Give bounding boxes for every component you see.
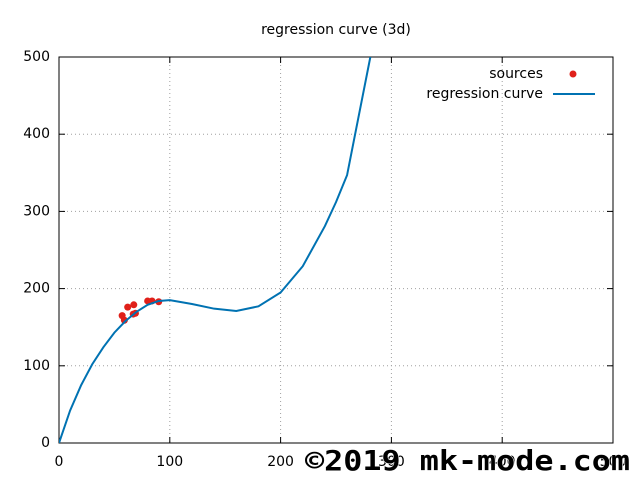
x-tick-label: 200 — [267, 454, 294, 470]
watermark: ©2019 mk-mode.com — [305, 444, 630, 477]
x-tick-label: 500 — [600, 454, 627, 470]
regression-line — [59, 57, 372, 443]
y-tick-label: 400 — [23, 126, 50, 142]
data-point — [124, 303, 132, 311]
y-tick-label: 0 — [41, 435, 50, 451]
chart-title: regression curve (3d) — [261, 22, 411, 38]
y-tick-label: 300 — [23, 203, 50, 219]
data-point — [130, 301, 138, 309]
data-point — [120, 316, 128, 324]
x-tick-label: 300 — [378, 454, 405, 470]
x-tick-label: 400 — [489, 454, 516, 470]
x-tick-label: 0 — [55, 454, 64, 470]
y-tick-label: 100 — [23, 358, 50, 374]
x-tick-label: 100 — [156, 454, 183, 470]
y-tick-label: 200 — [23, 281, 50, 297]
y-tick-label: 500 — [23, 49, 50, 65]
legend-label: regression curve — [426, 86, 543, 102]
plot-frame — [58, 56, 614, 444]
legend-label: sources — [489, 66, 543, 82]
legend-marker — [569, 70, 577, 78]
